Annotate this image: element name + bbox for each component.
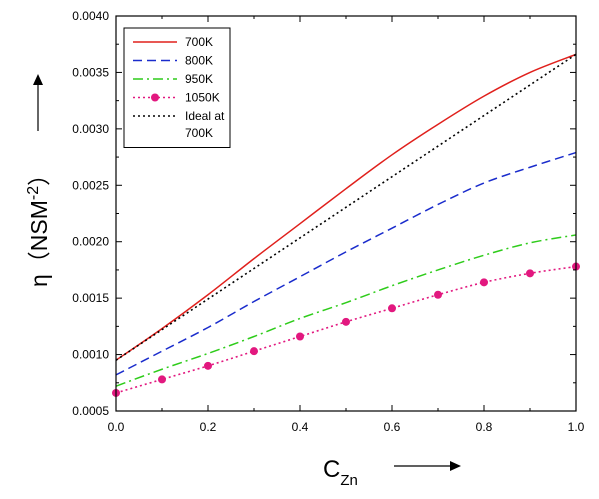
legend-label: 800K [185, 54, 213, 68]
y-tick-label: 0.0015 [72, 291, 109, 305]
data-point [526, 269, 534, 278]
y-axis-title-end: ） [26, 163, 52, 186]
y-tick-label: 0.0020 [72, 235, 109, 249]
x-tick-label: 1.0 [568, 420, 585, 434]
data-point [204, 361, 212, 370]
legend-label: Ideal at [185, 109, 225, 123]
x-axis: 0.0 0.2 0.4 0.6 0.8 1.0 [108, 16, 585, 434]
legend-marker [151, 93, 159, 102]
x-tick-label: 0.6 [384, 420, 401, 434]
data-point [342, 317, 350, 326]
data-point [388, 304, 396, 313]
y-axis-title: η（NSM-2） [25, 163, 52, 287]
series-line-4 [115, 53, 577, 361]
x-axis-title-subscript: Zn [340, 472, 358, 489]
y-tick-label: 0.0040 [72, 9, 109, 23]
x-tick-label: 0.0 [108, 420, 125, 434]
y-axis: 0.0005 0.0010 0.0015 0.0020 0.0025 0.0030 0.00… [72, 9, 576, 418]
data-point [158, 375, 166, 384]
y-tick-label: 0.0030 [72, 122, 109, 136]
x-axis-title-main: C [323, 456, 340, 483]
legend-label: 1050K [185, 91, 220, 105]
data-point [480, 278, 488, 287]
x-axis-title: CZn [323, 456, 358, 489]
legend-label: 700K [185, 126, 213, 140]
series-line-0 [115, 53, 577, 361]
y-axis-title-superscript: -2 [25, 186, 42, 200]
y-tick-label: 0.0010 [72, 348, 109, 362]
series-line-3 [115, 265, 577, 394]
y-axis-arrow [33, 74, 43, 131]
series-line-1 [115, 151, 577, 376]
y-tick-label: 0.0035 [72, 65, 109, 79]
series-line-2 [115, 234, 577, 387]
data-point [434, 290, 442, 299]
x-tick-label: 0.8 [476, 420, 493, 434]
x-axis-arrow [394, 461, 461, 471]
data-markers [112, 262, 580, 397]
y-tick-label: 0.0005 [72, 404, 109, 418]
legend-label: 700K [185, 35, 213, 49]
y-tick-label: 0.0025 [72, 178, 109, 192]
y-axis-title-main: η（NSM [26, 200, 52, 287]
data-point [296, 332, 304, 341]
legend-label: 950K [185, 72, 213, 86]
legend-box [123, 27, 231, 148]
data-point [250, 347, 258, 356]
x-tick-label: 0.4 [292, 420, 309, 434]
x-tick-label: 0.2 [200, 420, 217, 434]
legend: 700K 800K 950K 1050K Ideal at 700K [123, 27, 231, 148]
